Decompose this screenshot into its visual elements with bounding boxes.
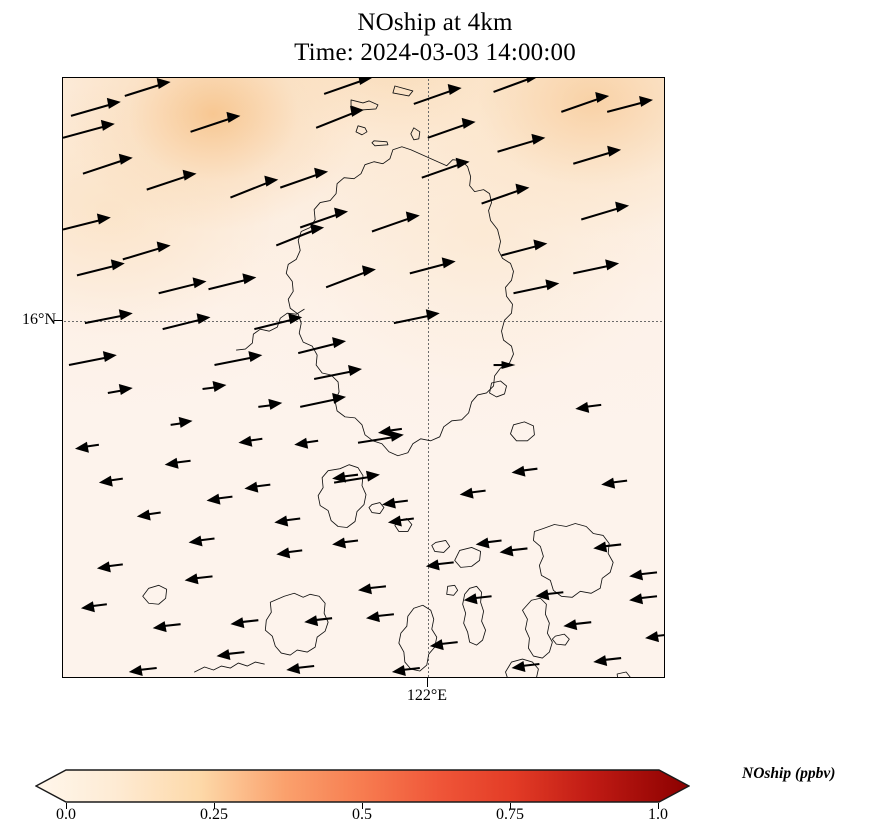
colorbar[interactable] xyxy=(35,766,690,809)
colorbar-tick-mark-075 xyxy=(510,803,512,809)
map-plot-area[interactable] xyxy=(62,77,665,678)
colorbar-tick-mark-1 xyxy=(658,803,660,809)
coastline-overlay xyxy=(142,85,631,677)
colorbar-tick-mark-025 xyxy=(214,803,216,809)
colorbar-tick-label-025: 0.25 xyxy=(200,806,228,823)
colorbar-axis-label: NOship (ppbv) xyxy=(742,765,836,782)
colorbar-tick-label-05: 0.5 xyxy=(352,806,372,823)
page-title: NOship at 4km Time: 2024-03-03 14:00:00 xyxy=(0,8,870,68)
concentration-field xyxy=(63,78,664,677)
colorbar-tick-mark-05 xyxy=(362,803,364,809)
title-line-variable: NOship at 4km xyxy=(357,9,513,36)
wind-vector-overlay xyxy=(63,78,664,677)
lon-tick-label-122e: 122°E xyxy=(406,687,448,704)
colorbar-tick-mark-0 xyxy=(66,803,68,809)
wind-arrow-group xyxy=(63,78,664,677)
colorbar-gradient xyxy=(35,769,690,803)
colorbar-tick-label-1: 1.0 xyxy=(648,806,668,823)
colorbar-tick-label-075: 0.75 xyxy=(496,806,524,823)
lat-tick-label-16n: 16°N xyxy=(22,311,56,328)
lat-tick-mark-16n xyxy=(54,320,63,322)
title-line-time: Time: 2024-03-03 14:00:00 xyxy=(294,39,576,66)
lon-tick-mark-122e xyxy=(427,678,429,687)
colorbar-tick-label-0: 0.0 xyxy=(56,806,76,823)
